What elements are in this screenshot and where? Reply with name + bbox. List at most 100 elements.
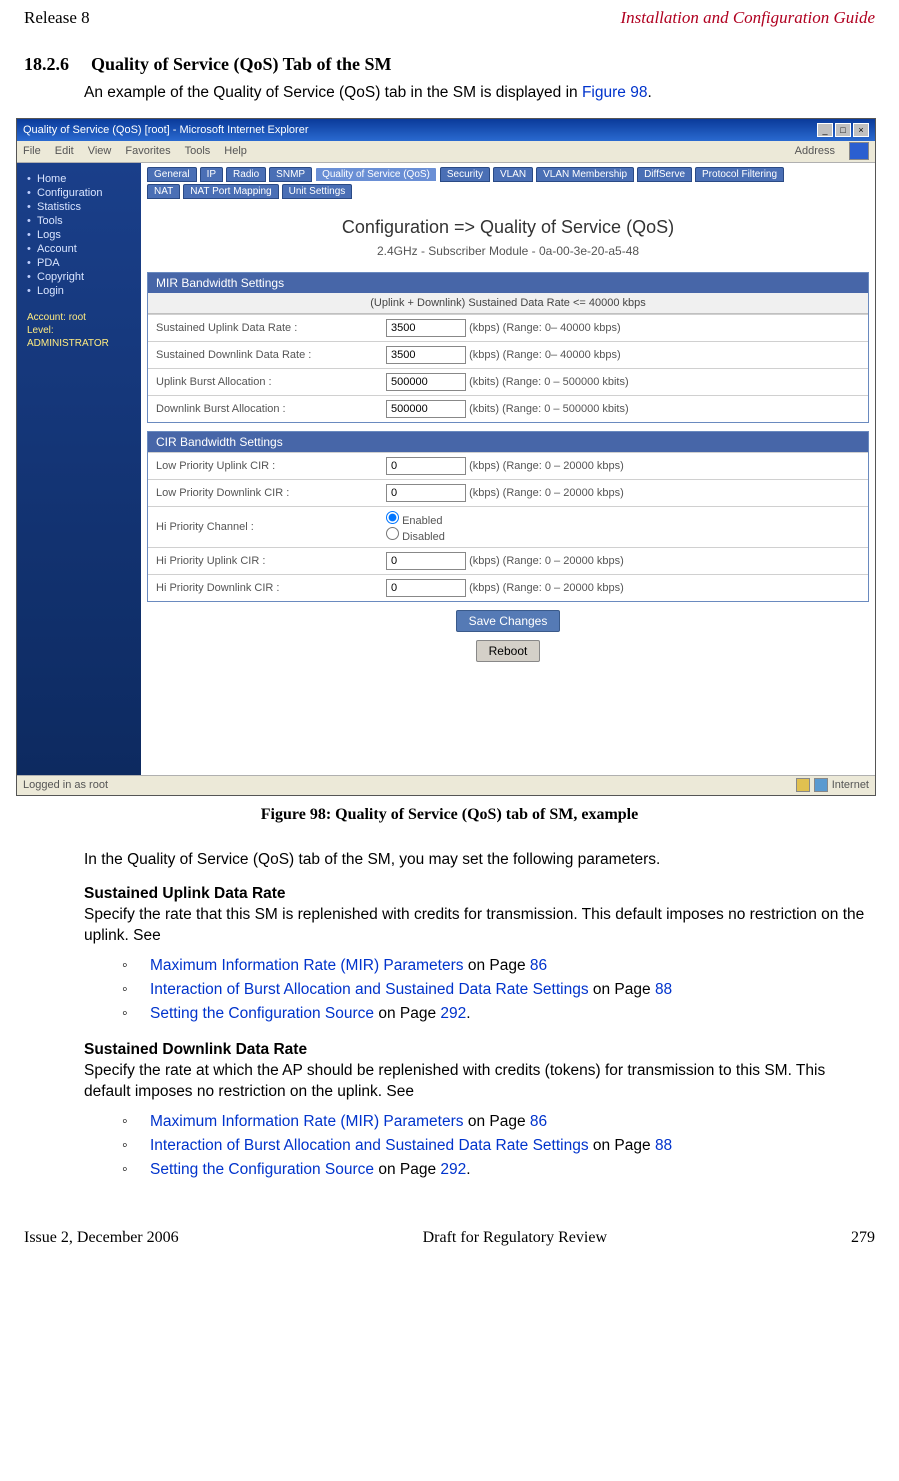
figure-caption: Figure 98: Quality of Service (QoS) tab … xyxy=(24,806,875,824)
input-low-downlink-cir[interactable] xyxy=(386,484,466,502)
sidebar-item-copyright[interactable]: Copyright xyxy=(27,271,131,283)
sustained-uplink-section: Sustained Uplink Data Rate Specify the r… xyxy=(84,885,875,1023)
sustained-downlink-section: Sustained Downlink Data Rate Specify the… xyxy=(84,1041,875,1179)
input-low-uplink-cir[interactable] xyxy=(386,457,466,475)
menu-favorites[interactable]: Favorites xyxy=(125,145,170,157)
link-page-292[interactable]: 292 xyxy=(440,1005,466,1022)
row-hi-priority-channel: Hi Priority Channel : Enabled Disabled xyxy=(148,506,868,547)
link-page-86[interactable]: 86 xyxy=(530,957,547,974)
sidebar-item-home[interactable]: Home xyxy=(27,173,131,185)
tab-snmp[interactable]: SNMP xyxy=(269,167,312,182)
cir-panel: CIR Bandwidth Settings Low Priority Upli… xyxy=(147,431,869,602)
link-page-292-2[interactable]: 292 xyxy=(440,1161,466,1178)
input-sustained-uplink[interactable] xyxy=(386,319,466,337)
row-sustained-downlink: Sustained Downlink Data Rate : (kbps) (R… xyxy=(148,341,868,368)
row-hi-uplink-cir: Hi Priority Uplink CIR : (kbps) (Range: … xyxy=(148,547,868,574)
row-uplink-burst: Uplink Burst Allocation : (kbits) (Range… xyxy=(148,368,868,395)
address-label: Address xyxy=(795,145,835,157)
tab-vlan[interactable]: VLAN xyxy=(493,167,533,182)
list-item: Setting the Configuration Source on Page… xyxy=(122,1005,875,1023)
sidebar-account-info: Account: root Level: ADMINISTRATOR xyxy=(27,311,131,350)
config-subtitle: 2.4GHz - Subscriber Module - 0a-00-3e-20… xyxy=(147,244,869,258)
radio-disabled[interactable] xyxy=(386,527,399,540)
tab-qos[interactable]: Quality of Service (QoS) xyxy=(315,167,437,182)
sustained-downlink-body: Specify the rate at which the AP should … xyxy=(84,1061,875,1103)
tab-nat[interactable]: NAT xyxy=(147,184,180,199)
input-hi-uplink-cir[interactable] xyxy=(386,552,466,570)
link-mir-2[interactable]: Maximum Information Rate (MIR) Parameter… xyxy=(150,1113,464,1130)
browser-menubar: File Edit View Favorites Tools Help Addr… xyxy=(17,141,875,163)
maximize-icon[interactable]: □ xyxy=(835,123,851,137)
tab-radio[interactable]: Radio xyxy=(226,167,266,182)
close-icon[interactable]: × xyxy=(853,123,869,137)
status-right: Internet xyxy=(832,779,869,791)
footer-right: 279 xyxy=(851,1229,875,1247)
header-left: Release 8 xyxy=(24,8,90,28)
tab-ip[interactable]: IP xyxy=(200,167,223,182)
lock-icon xyxy=(796,778,810,792)
menu-edit[interactable]: Edit xyxy=(55,145,74,157)
tab-general[interactable]: General xyxy=(147,167,197,182)
sidebar-item-account[interactable]: Account xyxy=(27,243,131,255)
sustained-uplink-body: Specify the rate that this SM is repleni… xyxy=(84,905,875,947)
tab-security[interactable]: Security xyxy=(440,167,490,182)
list-item: Interaction of Burst Allocation and Sust… xyxy=(122,1137,875,1155)
tab-unit-settings[interactable]: Unit Settings xyxy=(282,184,353,199)
qos-intro: In the Quality of Service (QoS) tab of t… xyxy=(84,850,875,871)
mir-panel: MIR Bandwidth Settings (Uplink + Downlin… xyxy=(147,272,869,423)
browser-screenshot: Quality of Service (QoS) [root] - Micros… xyxy=(16,118,876,796)
radio-enabled[interactable] xyxy=(386,511,399,524)
link-page-88-2[interactable]: 88 xyxy=(655,1137,672,1154)
menu-file[interactable]: File xyxy=(23,145,41,157)
link-burst-2[interactable]: Interaction of Burst Allocation and Sust… xyxy=(150,1137,589,1154)
sidebar-item-configuration[interactable]: Configuration xyxy=(27,187,131,199)
link-page-86-2[interactable]: 86 xyxy=(530,1113,547,1130)
link-mir[interactable]: Maximum Information Rate (MIR) Parameter… xyxy=(150,957,464,974)
tab-vlan-membership[interactable]: VLAN Membership xyxy=(536,167,634,182)
sidebar-item-login[interactable]: Login xyxy=(27,285,131,297)
section-title: Quality of Service (QoS) Tab of the SM xyxy=(91,54,392,74)
tab-diffserve[interactable]: DiffServe xyxy=(637,167,692,182)
tab-nat-port-mapping[interactable]: NAT Port Mapping xyxy=(183,184,278,199)
sidebar-item-logs[interactable]: Logs xyxy=(27,229,131,241)
row-hi-downlink-cir: Hi Priority Downlink CIR : (kbps) (Range… xyxy=(148,574,868,601)
reboot-button[interactable]: Reboot xyxy=(476,640,541,662)
config-title: Configuration => Quality of Service (QoS… xyxy=(147,217,869,238)
page-header: Release 8 Installation and Configuration… xyxy=(24,8,875,28)
sidebar-item-tools[interactable]: Tools xyxy=(27,215,131,227)
figure-link[interactable]: Figure 98 xyxy=(582,84,647,101)
sidebar-nav: Home Configuration Statistics Tools Logs… xyxy=(17,163,141,775)
sustained-uplink-head: Sustained Uplink Data Rate xyxy=(84,885,875,903)
sidebar-item-statistics[interactable]: Statistics xyxy=(27,201,131,213)
list-item: Maximum Information Rate (MIR) Parameter… xyxy=(122,957,875,975)
intro-text-end: . xyxy=(647,84,651,101)
row-low-downlink-cir: Low Priority Downlink CIR : (kbps) (Rang… xyxy=(148,479,868,506)
link-config-source[interactable]: Setting the Configuration Source xyxy=(150,1005,374,1022)
status-left: Logged in as root xyxy=(23,779,108,791)
minimize-icon[interactable]: _ xyxy=(817,123,833,137)
input-downlink-burst[interactable] xyxy=(386,400,466,418)
menu-view[interactable]: View xyxy=(88,145,112,157)
cir-panel-head: CIR Bandwidth Settings xyxy=(148,432,868,452)
window-title: Quality of Service (QoS) [root] - Micros… xyxy=(23,124,817,136)
section-heading: 18.2.6Quality of Service (QoS) Tab of th… xyxy=(24,54,875,75)
row-sustained-uplink: Sustained Uplink Data Rate : (kbps) (Ran… xyxy=(148,314,868,341)
input-uplink-burst[interactable] xyxy=(386,373,466,391)
intro-paragraph: An example of the Quality of Service (Qo… xyxy=(84,83,875,104)
tab-protocol-filtering[interactable]: Protocol Filtering xyxy=(695,167,784,182)
link-page-88[interactable]: 88 xyxy=(655,981,672,998)
list-item: Setting the Configuration Source on Page… xyxy=(122,1161,875,1179)
input-hi-downlink-cir[interactable] xyxy=(386,579,466,597)
input-sustained-downlink[interactable] xyxy=(386,346,466,364)
link-burst[interactable]: Interaction of Burst Allocation and Sust… xyxy=(150,981,589,998)
list-item: Interaction of Burst Allocation and Sust… xyxy=(122,981,875,999)
save-button[interactable]: Save Changes xyxy=(456,610,561,632)
menu-tools[interactable]: Tools xyxy=(185,145,211,157)
footer-left: Issue 2, December 2006 xyxy=(24,1229,179,1247)
menu-help[interactable]: Help xyxy=(224,145,247,157)
link-config-source-2[interactable]: Setting the Configuration Source xyxy=(150,1161,374,1178)
sidebar-item-pda[interactable]: PDA xyxy=(27,257,131,269)
mir-panel-subhead: (Uplink + Downlink) Sustained Data Rate … xyxy=(148,293,868,314)
tabs-row-2: NAT NAT Port Mapping Unit Settings xyxy=(147,184,869,199)
sustained-downlink-head: Sustained Downlink Data Rate xyxy=(84,1041,875,1059)
